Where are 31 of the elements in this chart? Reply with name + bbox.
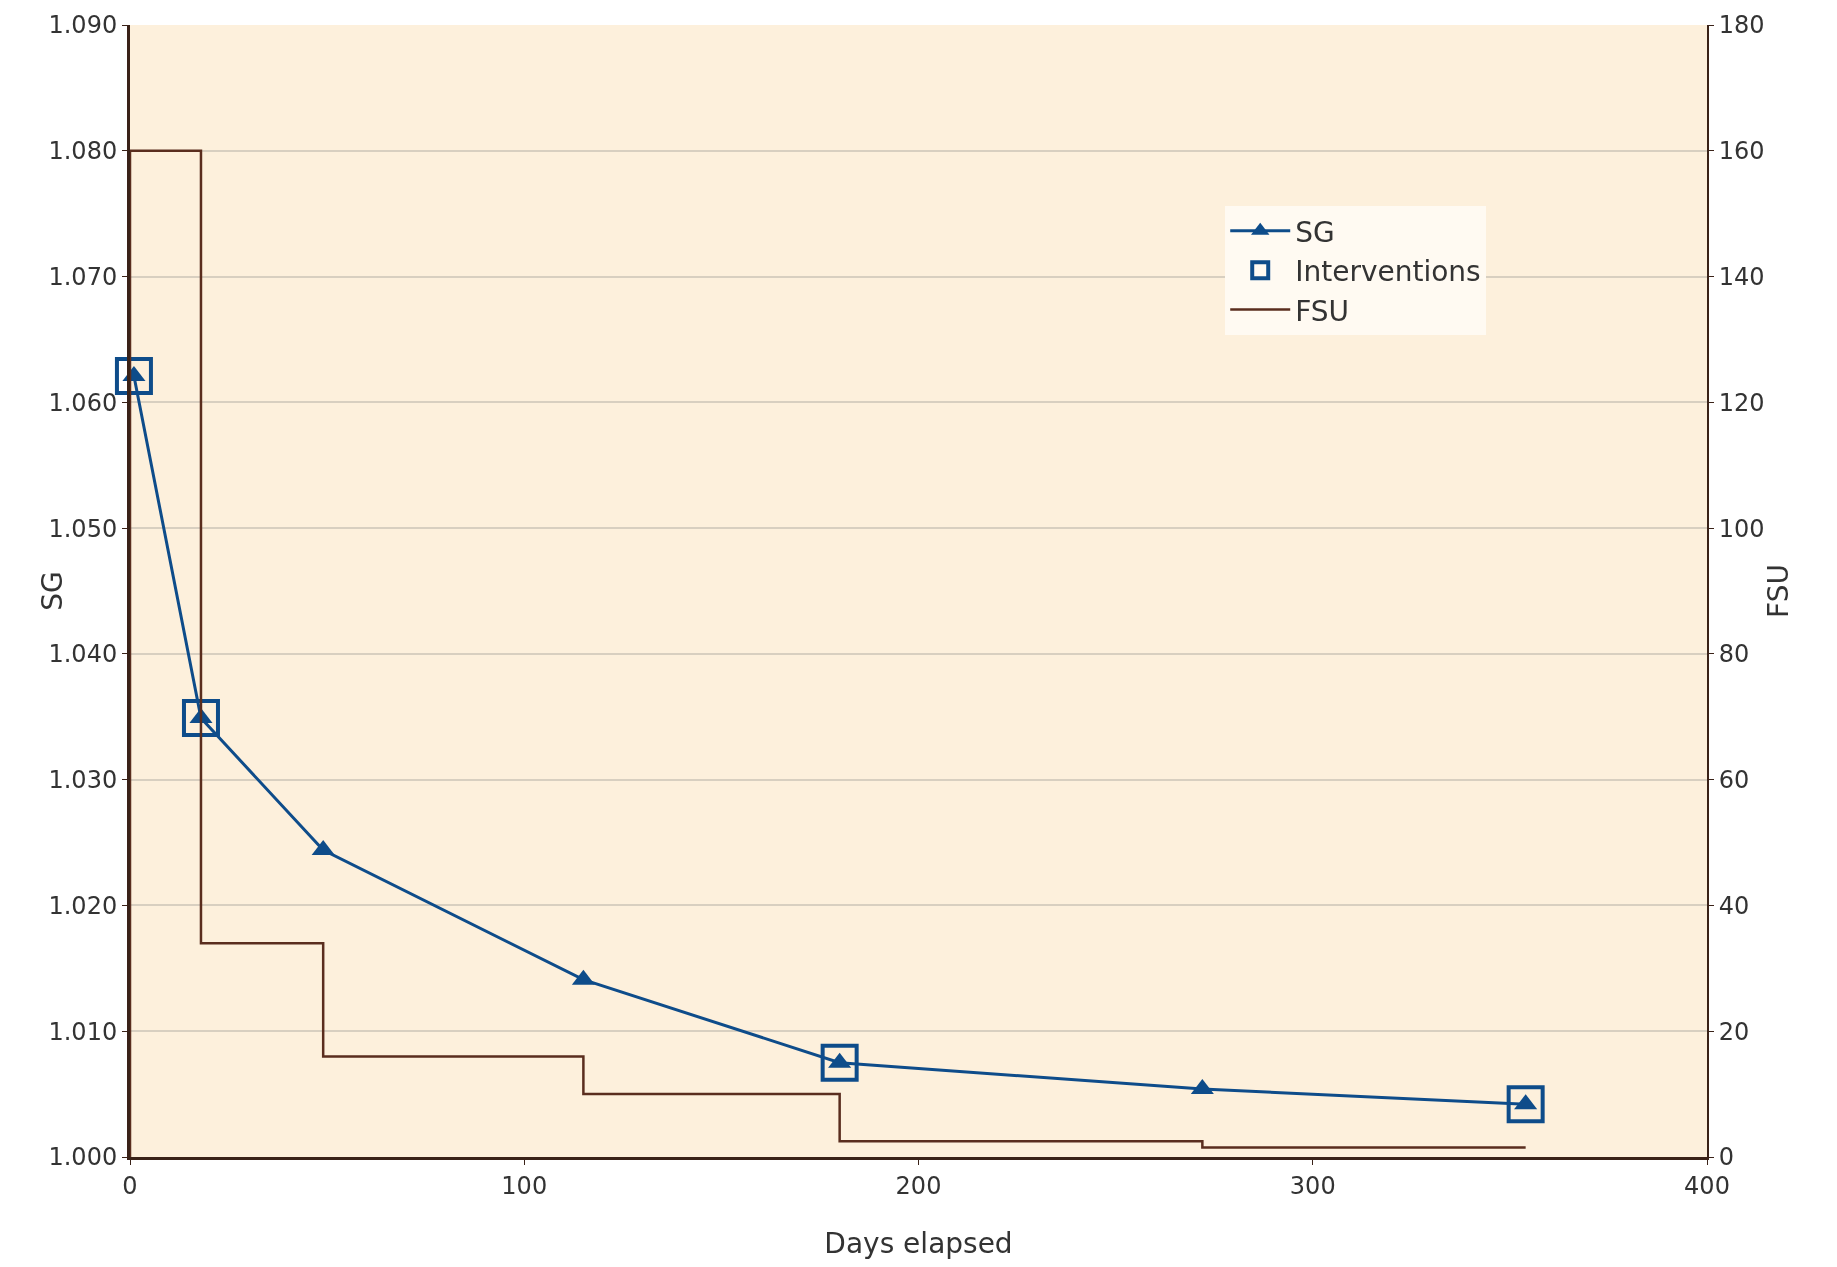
legend-label: SG	[1295, 215, 1335, 249]
legend-label: FSU	[1295, 294, 1350, 328]
y2-tick-label: 140	[1718, 262, 1765, 291]
y-axis-title: SG	[36, 571, 69, 611]
y-tick-label: 1.060	[48, 388, 118, 417]
y2-tick-label: 80	[1718, 640, 1750, 669]
y-tick-label: 1.030	[48, 766, 118, 795]
x-tick-label: 200	[895, 1171, 942, 1200]
x-axis-title: Days elapsed	[824, 1227, 1013, 1260]
y-tick-label: 1.040	[48, 640, 118, 669]
y2-tick-label: 40	[1718, 891, 1750, 920]
y-tick-label: 1.020	[48, 891, 118, 920]
y-tick-label: 1.000	[48, 1143, 118, 1172]
y2-tick-label: 0	[1718, 1143, 1735, 1172]
y2-tick-label: 120	[1718, 388, 1765, 417]
x-tick-label: 100	[501, 1171, 548, 1200]
y2-tick-label: 100	[1718, 514, 1765, 543]
y-tick-label: 1.050	[48, 514, 118, 543]
y2-tick-label: 60	[1718, 766, 1750, 795]
y2-tick-label: 160	[1718, 137, 1765, 166]
x-tick-label: 0	[122, 1171, 138, 1200]
x-tick-label: 400	[1684, 1171, 1730, 1200]
legend-label: Interventions	[1295, 255, 1481, 289]
y2-tick-label: 180	[1718, 11, 1765, 40]
y-tick-label: 1.070	[48, 262, 118, 291]
y2-tick-label: 20	[1718, 1017, 1750, 1046]
y-tick-label: 1.010	[48, 1017, 118, 1046]
x-tick-label: 300	[1289, 1171, 1336, 1200]
y2-axis-title: FSU	[1762, 564, 1795, 618]
y-tick-label: 1.080	[48, 137, 118, 166]
y-tick-label: 1.090	[48, 11, 118, 40]
